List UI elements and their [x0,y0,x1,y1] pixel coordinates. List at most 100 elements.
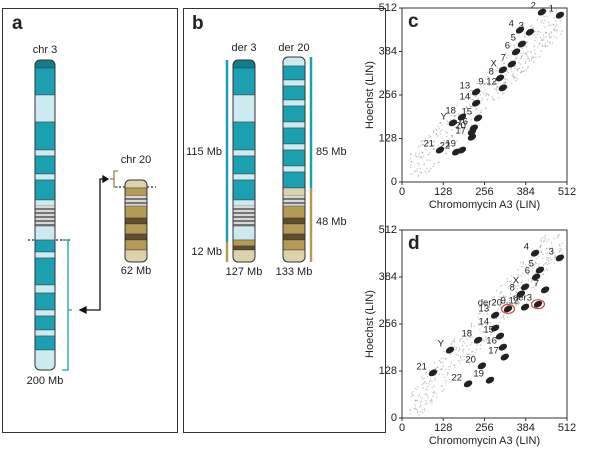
background-event [517,275,520,277]
panel-label: c [408,11,419,32]
background-event [481,99,483,101]
background-event [428,151,431,153]
background-event [448,366,450,368]
background-event [516,55,518,57]
peak-label: 8 [510,282,515,293]
peak-label: 18 [445,106,456,117]
background-event [562,253,564,255]
background-event [437,125,439,127]
background-event [446,120,449,122]
background-event [509,293,512,295]
background-event [410,164,412,166]
background-event [415,408,417,411]
background-event [530,277,533,280]
peak-label: 1 [549,4,554,15]
band [125,196,147,206]
band [283,165,305,173]
background-event [427,385,429,388]
background-event [455,353,458,356]
background-event [550,32,553,34]
background-event [415,155,418,158]
peak [520,283,530,291]
background-event [488,84,490,87]
background-event [441,143,443,145]
background-event [460,124,462,127]
band [283,105,305,123]
background-event [426,172,428,174]
background-event [515,80,517,82]
background-event [464,134,466,136]
peak-label: 14 [479,317,490,328]
background-event [551,246,553,248]
background-event [531,24,533,27]
background-event [488,306,491,308]
peak [473,336,483,344]
background-event [485,82,488,84]
peak [516,290,526,298]
background-event [538,43,541,45]
background-event [433,141,436,143]
background-event [540,250,542,252]
background-event [520,55,523,58]
peak-label: 22 [440,141,451,152]
background-event [469,344,472,346]
peak-label: 19 [473,369,484,380]
background-event [544,32,547,34]
background-event [543,15,545,18]
background-event [499,321,501,324]
x-tick-label: 128 [434,186,452,198]
panel-label: d [408,233,420,254]
background-event [474,351,476,354]
background-event [416,399,419,402]
background-event [548,247,550,249]
background-event [471,341,473,344]
background-event [531,270,533,272]
background-event [558,243,561,246]
background-event [477,98,480,100]
background-event [420,400,423,402]
background-event [461,133,464,135]
background-event [466,360,468,362]
background-event [516,288,518,290]
background-event [555,30,557,32]
background-event [465,111,467,113]
background-event [459,340,461,342]
background-event [451,342,453,345]
background-event [465,353,468,356]
band [125,205,147,219]
bands [125,180,147,262]
background-event [455,348,458,350]
background-event [466,338,468,341]
background-event [472,356,474,358]
background-event [477,323,480,325]
peak-label: 7 [534,278,539,289]
peak [555,11,565,19]
background-event [440,361,442,364]
band [283,233,305,241]
background-event [463,342,466,344]
background-event [446,132,448,134]
background-event [539,245,541,248]
background-event [517,304,519,306]
background-event [414,405,416,408]
background-event [457,126,460,128]
background-event [496,67,499,69]
background-event [528,57,530,60]
background-event [542,253,544,256]
background-event [525,271,528,274]
background-event [561,30,563,33]
background-event [470,322,473,325]
x-axis-title: Chromomycin A3 (LIN) [429,435,540,447]
background-event [431,400,433,402]
band [125,239,147,251]
background-event [440,121,442,124]
background-event [488,76,490,78]
background-event [418,406,421,408]
background-event [548,34,551,36]
background-event [549,257,552,259]
background-event [445,135,448,138]
band [233,245,255,251]
background-event [456,104,458,107]
background-event [418,164,420,166]
